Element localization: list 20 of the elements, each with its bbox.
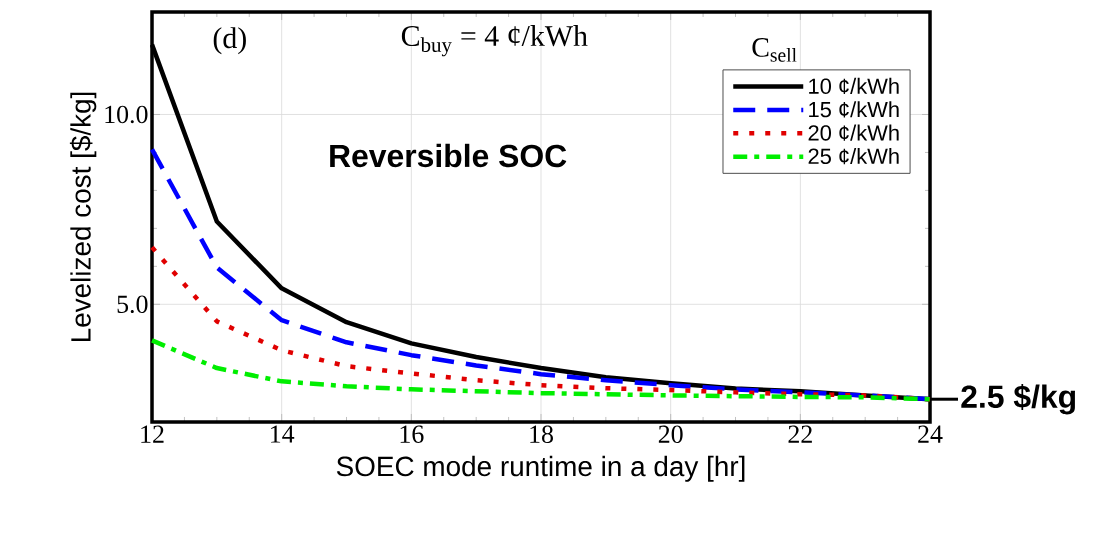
y-tick-label: 10.0 — [105, 105, 148, 124]
x-tick-label: 24 — [918, 425, 943, 443]
y-axis-title: Levelized cost [$/kg] — [69, 92, 97, 342]
legend-label: 20 ¢/kWh — [808, 124, 899, 141]
x-tick-label: 14 — [271, 425, 295, 443]
annotation: C$_{buy}$ = 4 ¢/kWh — [401, 25, 588, 57]
legend-label: 10 ¢/kWh — [809, 77, 899, 95]
annotation: Reversible SOC — [330, 143, 567, 168]
y-tick-label: 5.0 — [117, 295, 148, 314]
legend-label: 15 ¢/kWh — [809, 101, 899, 118]
annotation: 2.5 $/kg — [961, 384, 1076, 415]
x-tick-label: 18 — [530, 425, 553, 443]
x-tick-label: 16 — [400, 425, 424, 443]
x-tick-label: 20 — [658, 425, 683, 443]
x-tick-label: 22 — [788, 425, 812, 443]
x-axis-title: SOEC mode runtime in a day [hr] — [336, 455, 745, 482]
legend-title: C$_{sell}$ — [752, 38, 797, 62]
x-tick-label: 12 — [141, 425, 164, 443]
annotation: (d) — [213, 27, 246, 55]
legend-label: 25 ¢/kWh — [808, 147, 899, 165]
